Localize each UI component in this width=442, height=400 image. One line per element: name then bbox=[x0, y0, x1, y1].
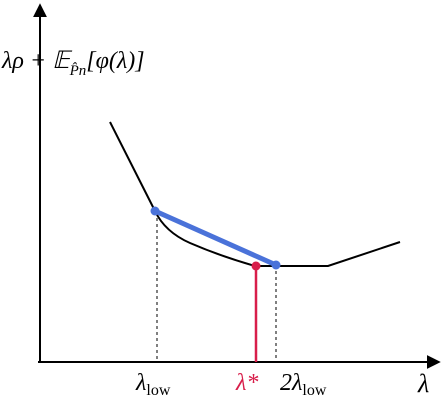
chord-end bbox=[271, 260, 281, 270]
label-main: 2λ bbox=[280, 370, 302, 396]
marker-label: 2λlow bbox=[280, 370, 327, 399]
label-main: λ* bbox=[235, 370, 258, 396]
x-axis-label: λ bbox=[417, 369, 429, 398]
curve bbox=[109, 121, 401, 267]
marker-label: λ* bbox=[235, 370, 258, 396]
marker-label: λlow bbox=[135, 370, 171, 399]
label-sub: low bbox=[146, 382, 170, 399]
chord bbox=[153, 208, 278, 268]
chord-end bbox=[150, 206, 160, 216]
label-sub: P̂n bbox=[69, 63, 87, 79]
optimum-point bbox=[251, 261, 261, 271]
y-axis-label: λρ + 𝔼P̂n[φ(λ)] bbox=[1, 48, 145, 79]
label-main: λρ + 𝔼 bbox=[1, 48, 73, 74]
label-main: λ bbox=[135, 370, 146, 396]
label-sub: low bbox=[302, 382, 326, 399]
label-rest: [φ(λ)] bbox=[86, 48, 144, 74]
